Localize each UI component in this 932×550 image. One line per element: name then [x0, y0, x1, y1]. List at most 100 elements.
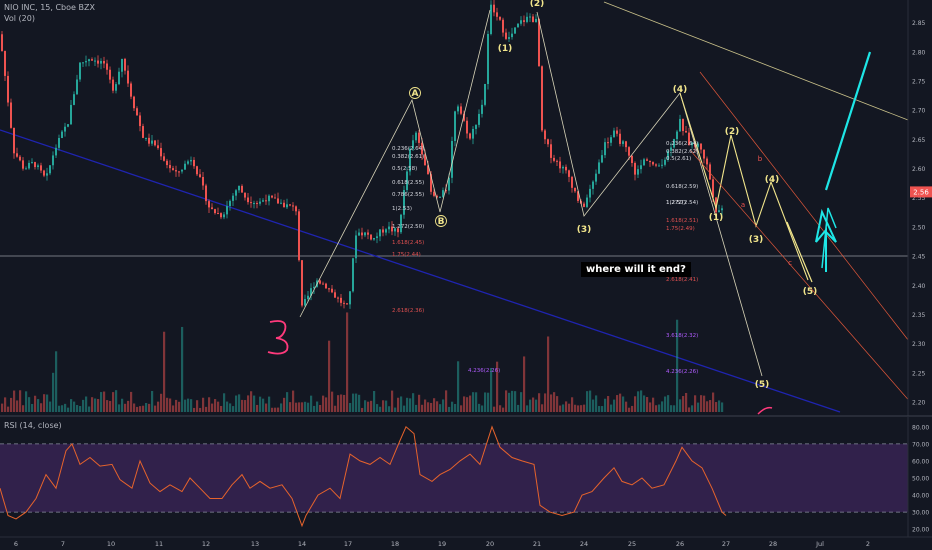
volume-bar: [16, 400, 19, 412]
time-tick-label: 7: [61, 540, 65, 548]
price-pane[interactable]: A B (1) (2) (3) (4) (5) (1) (2) (3) (4) (5) a b c 0.23…: [0, 0, 913, 415]
candle-body: [31, 162, 33, 164]
candle-body: [595, 173, 597, 182]
volume-bar: [91, 397, 94, 412]
candle-body: [412, 140, 414, 149]
symbol-header[interactable]: NIO INC, 15, Cboe BZX: [4, 3, 95, 12]
wave-line-small: [679, 92, 809, 281]
volume-bar: [685, 392, 688, 412]
candle-body: [559, 161, 561, 169]
upper-yellow-trendline: [603, 1, 909, 121]
candle-body: [712, 179, 714, 198]
volume-bar: [64, 403, 67, 412]
candle-body: [97, 60, 99, 64]
candle-body: [391, 226, 393, 232]
fib-label: 4.236(2.26): [666, 369, 698, 375]
wave-line-ab: [299, 9, 491, 318]
candle-body: [187, 161, 189, 164]
wave-label: (4): [673, 85, 688, 95]
candle-body: [184, 163, 186, 170]
time-axis[interactable]: 6 7 10 11 12 13 14 17 18 19 20 21 24 25 26 27 28 Jul 2: [0, 536, 932, 548]
volume-bar: [250, 391, 253, 412]
fib-label: 2.618(2.41): [666, 277, 698, 283]
candle-body: [634, 163, 636, 175]
volume-bar: [301, 402, 304, 412]
volume-bar: [151, 390, 154, 412]
candle-body: [427, 165, 429, 175]
volume-bar: [652, 397, 655, 412]
candle-body: [178, 171, 180, 173]
volume-bar: [286, 392, 289, 412]
candle-body: [25, 168, 27, 170]
volume-bar: [199, 407, 202, 412]
volume-bar: [721, 402, 724, 412]
volume-bar: [103, 391, 106, 412]
volume-bar: [664, 396, 667, 412]
volume-legend[interactable]: Vol (20): [4, 14, 35, 23]
candle-body: [448, 177, 450, 191]
candle-body: [709, 164, 711, 180]
candle-body: [661, 164, 663, 166]
time-tick-label: 27: [722, 540, 730, 548]
fib-label: 3.618(2.32): [666, 333, 698, 339]
fib-labels: 0.236(2.64) 0.382(2.61) 0.5(2.58) 0.618(2.5…: [392, 141, 698, 375]
candle-body: [451, 141, 453, 178]
volume-bar: [526, 405, 529, 412]
volume-bar: [625, 401, 628, 412]
volume-bar: [562, 404, 565, 412]
wave-circle: [435, 215, 447, 227]
price-tick-label: 2.55: [912, 195, 926, 202]
candle-body: [397, 228, 399, 233]
volume-bar: [34, 395, 37, 412]
candle-body: [475, 124, 477, 129]
candle-body: [115, 84, 117, 91]
candle-body: [151, 140, 153, 144]
candle-body: [460, 106, 462, 114]
rsi-tick-label: 30.00: [912, 510, 929, 517]
candle-body: [358, 232, 360, 236]
volume-bar: [478, 403, 481, 412]
price-tick-label: 2.65: [912, 137, 926, 144]
volume-bar: [544, 393, 547, 412]
volume-bar: [358, 394, 361, 412]
volume-bar: [502, 407, 505, 412]
price-axis[interactable]: 2.85 2.80 2.75 2.70 2.65 2.60 2.55 2.50 2.45 2.40…: [907, 0, 932, 416]
volume-bar: [10, 397, 13, 412]
time-tick-label: 26: [676, 540, 684, 548]
candles: [1, 0, 723, 309]
volume-bar: [238, 394, 241, 412]
volume-bar: [343, 394, 346, 412]
volume-bar: [433, 398, 436, 412]
volume-bar: [187, 398, 190, 412]
rsi-pane[interactable]: 80.00 70.00 60.00 50.00 40.00 30.00 20.00: [0, 417, 932, 537]
candle-body: [457, 106, 459, 112]
candle-body: [439, 196, 441, 198]
volume-bar: [607, 396, 610, 412]
candle-body: [706, 158, 708, 165]
volume-bar: [514, 391, 517, 412]
volume-bar: [211, 403, 214, 412]
candle-body: [190, 159, 192, 162]
candle-body: [313, 286, 315, 289]
volume-bar: [25, 391, 28, 412]
volume-bar: [676, 319, 679, 412]
volume-bar: [205, 406, 208, 412]
volume-bar: [307, 402, 310, 412]
time-tick-label: 18: [391, 540, 399, 548]
volume-bar: [181, 326, 184, 412]
volume-bar: [715, 402, 718, 412]
candle-body: [193, 159, 195, 167]
rsi-legend[interactable]: RSI (14, close): [4, 421, 62, 430]
candle-body: [136, 108, 138, 116]
fib-label: 1.75(2.44): [392, 252, 421, 258]
volume-bar: [295, 402, 298, 412]
price-tick-label: 2.50: [912, 224, 926, 231]
candle-body: [550, 144, 552, 158]
volume-bar: [94, 398, 97, 412]
candle-body: [598, 162, 600, 174]
candle-body: [667, 150, 669, 160]
volume-bar: [646, 397, 649, 412]
candle-body: [697, 143, 699, 147]
candle-body: [622, 141, 624, 144]
